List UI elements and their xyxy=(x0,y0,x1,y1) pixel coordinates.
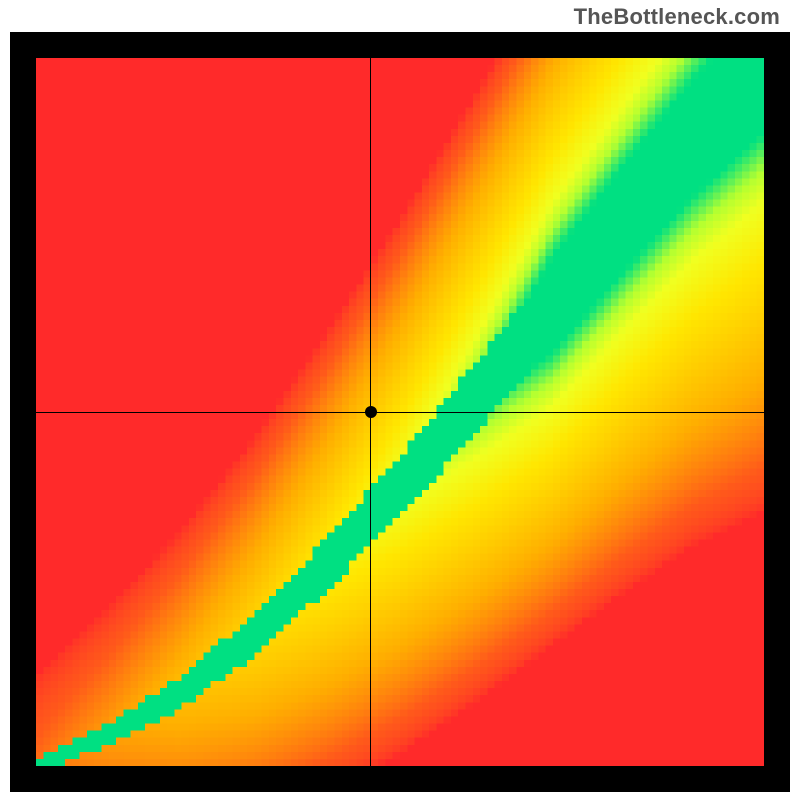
crosshair-horizontal xyxy=(36,412,764,413)
chart-container: TheBottleneck.com xyxy=(0,0,800,800)
marker-point xyxy=(365,406,377,418)
watermark-text: TheBottleneck.com xyxy=(574,4,780,30)
heatmap-plot xyxy=(36,58,764,766)
